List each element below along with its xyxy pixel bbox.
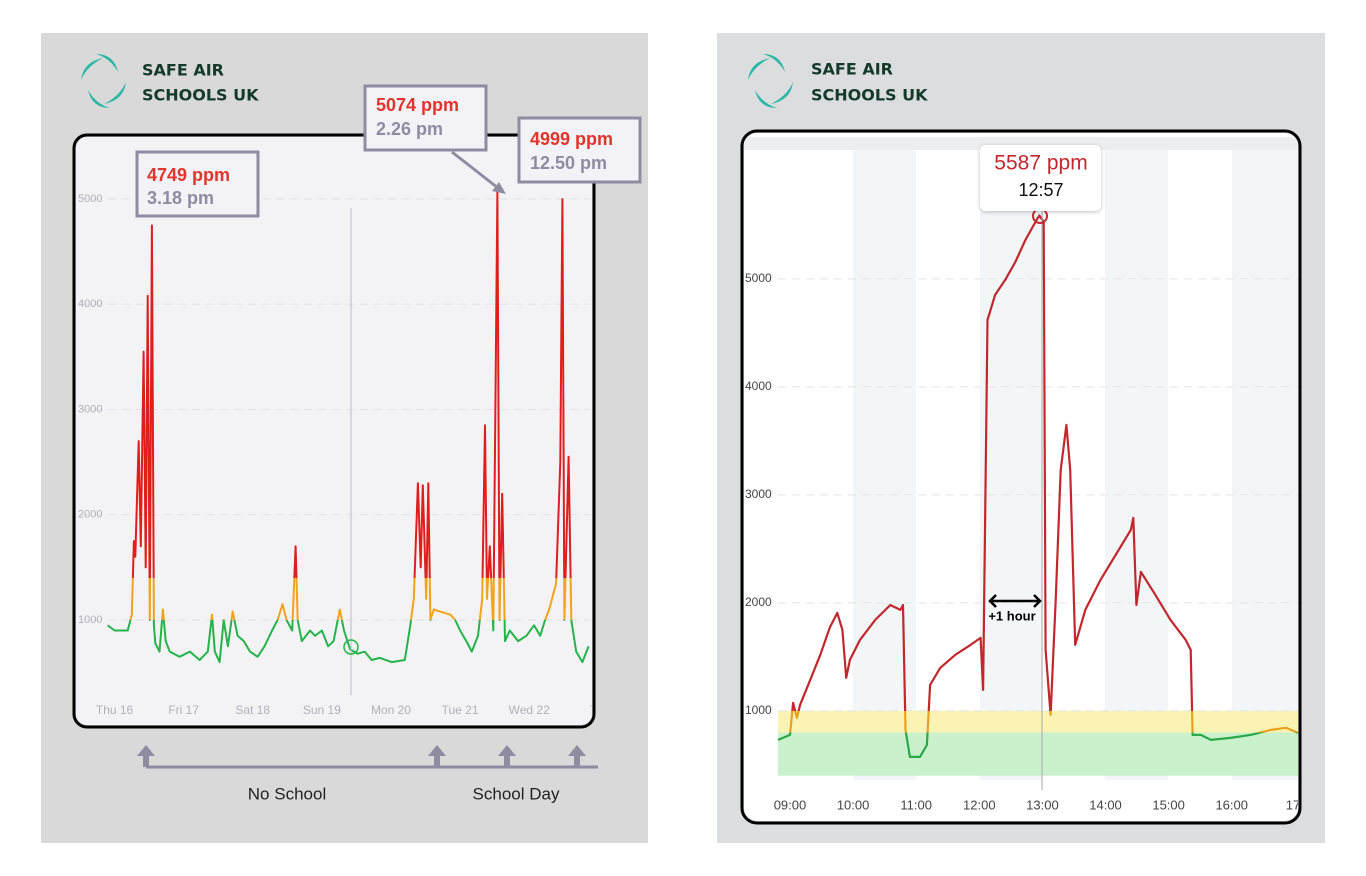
chart-frame [72,133,596,729]
y-tick-label: 3000 [78,403,102,415]
x-tick-label: 15:00 [1152,797,1185,812]
x-tick-label: Th [590,703,604,717]
tooltip-time: 12:57 [1018,180,1063,200]
chart-frame [740,129,1302,825]
x-tick-label: Thu 16 [96,703,134,717]
x-tick-label: 17: [1286,797,1304,812]
y-tick-label: 5000 [78,193,102,205]
x-tick-label: Mon 20 [371,703,411,717]
callout-value: 4999 ppm [530,129,613,149]
y-tick-label: 2000 [78,509,102,521]
line [777,214,1298,758]
brand: SCHOOLS UK [811,86,928,105]
x-tick-label: 11:00 [900,797,932,812]
band [778,710,1298,733]
callout-time: 2.26 pm [376,119,443,139]
y-tick-label: 1000 [745,703,772,717]
logo [748,54,793,108]
x-tick-label: 14:00 [1089,797,1122,812]
chart-area [76,137,592,725]
callout-value: 4749 ppm [147,165,230,185]
interval-label: +1 hour [988,608,1035,623]
x-tick-label: Sun 19 [303,703,341,717]
y-tick-label: 3000 [745,487,772,501]
x-tick-label: Fri 17 [168,703,199,717]
interval-arrow [988,594,1042,608]
timeline [137,745,598,769]
y-tick-label: 4000 [78,298,102,310]
note: No School [248,784,326,803]
callout-value: 5074 ppm [376,95,459,115]
callout-time: 12.50 pm [530,153,607,173]
x-tick-label: Tue 21 [442,703,479,717]
callout-time: 3.18 pm [147,188,214,208]
x-tick-label: 09:00 [774,797,807,812]
brand: SCHOOLS UK [142,86,259,105]
brand: SAFE AIR [811,60,893,79]
chart-left: 1000 2000 3000 4000 5000 Thu 16 Fri 17 Sat 18 Su… [78,190,604,717]
x-tick-label: Wed 22 [509,703,550,717]
chart-right: 1000 2000 3000 4000 5000 09:00 10:00 11:00 12:00… [745,214,1304,812]
x-tick-label: 16:00 [1215,797,1248,812]
tooltip [980,145,1101,211]
tooltip-value: 5587 ppm [994,152,1087,175]
brand: SAFE AIR [142,61,224,80]
stripes [744,137,1298,780]
x-tick-label: 13:00 [1026,797,1059,812]
y-tick-label: 5000 [745,271,772,285]
y-tick-label: 4000 [745,379,772,393]
line [107,190,590,664]
logo [81,54,126,108]
x-tick-label: 12:00 [963,797,996,812]
y-tick-label: 1000 [78,614,102,626]
note: School Day [473,784,560,803]
x-tick-label: Sat 18 [235,703,270,717]
y-tick-label: 2000 [745,595,772,609]
cursor-dot [343,639,359,655]
callout [135,84,642,218]
x-tick-label: 10:00 [837,797,870,812]
